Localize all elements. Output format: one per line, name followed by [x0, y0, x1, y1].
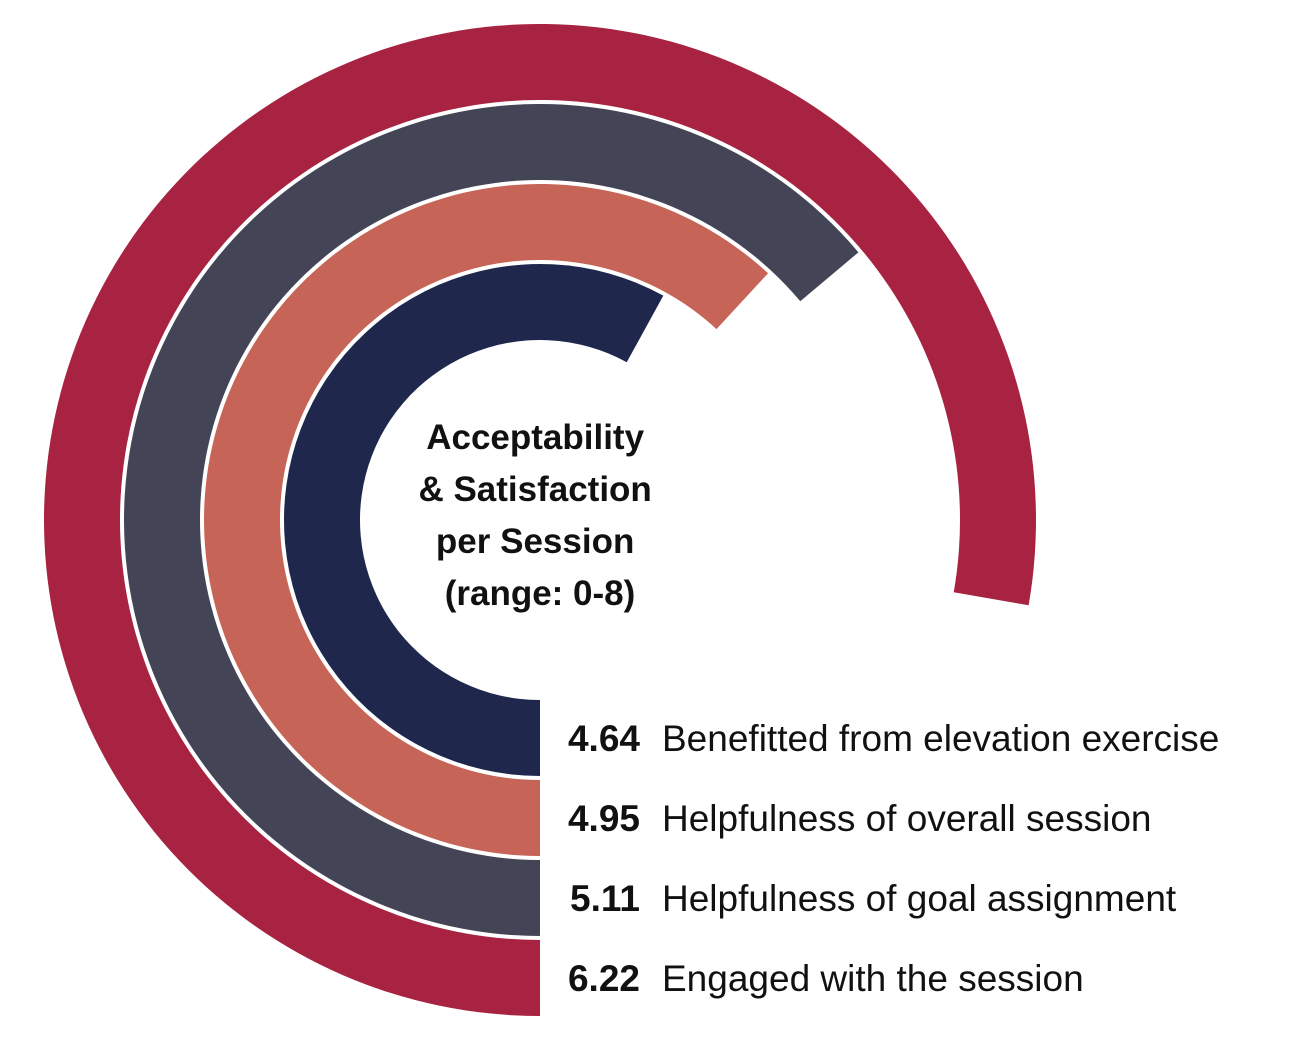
- center-title-line-1: Acceptability: [426, 418, 644, 457]
- category-label-4: Engaged with the session: [662, 958, 1084, 999]
- radial-bar-2: [204, 184, 769, 857]
- value-label-4: 6.22: [568, 958, 640, 999]
- center-title-line-3: per Session: [436, 522, 634, 561]
- center-title-line-2: & Satisfaction: [418, 470, 651, 509]
- value-label-2: 4.95: [568, 798, 640, 839]
- bar-group: [43, 23, 1036, 1016]
- value-label-1: 4.64: [568, 718, 640, 759]
- center-title: Acceptability & Satisfaction per Session…: [418, 418, 661, 613]
- radial-bar-3: [124, 104, 859, 936]
- category-label-1: Benefitted from elevation exercise: [662, 718, 1219, 759]
- value-label-3: 5.11: [570, 878, 640, 919]
- category-label-2: Helpfulness of overall session: [662, 798, 1151, 839]
- category-label-3: Helpfulness of goal assignment: [662, 878, 1177, 919]
- radial-bar-1: [283, 263, 664, 776]
- center-title-line-4: (range: 0-8): [445, 574, 636, 613]
- label-group: 4.64 Benefitted from elevation exercise 4.…: [568, 718, 1219, 999]
